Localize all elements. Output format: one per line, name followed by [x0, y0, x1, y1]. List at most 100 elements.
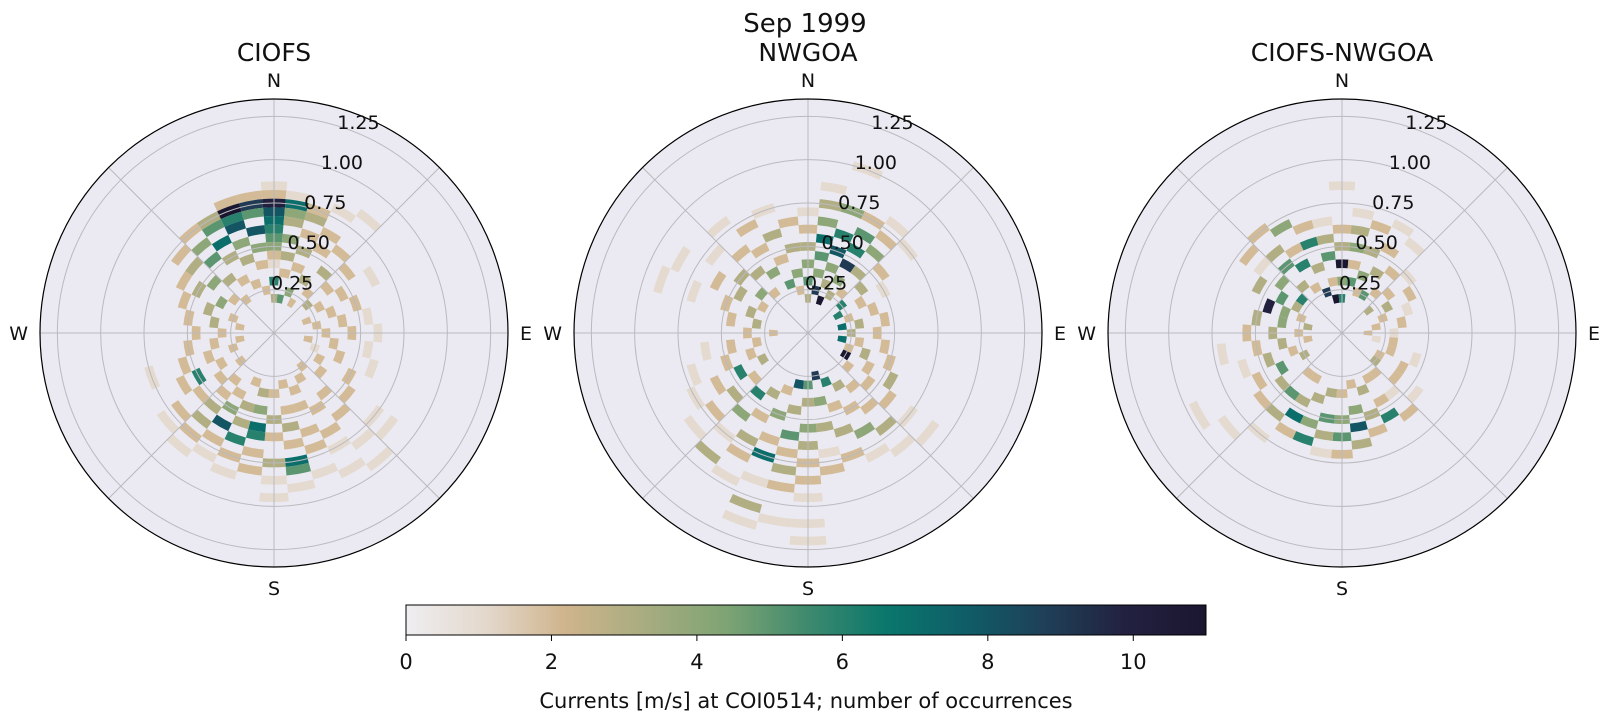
direction-label-w: W [1077, 323, 1096, 345]
histogram-bin [1284, 242, 1304, 259]
histogram-bin [1311, 216, 1333, 229]
histogram-bin [709, 270, 727, 291]
histogram-bin [1399, 403, 1419, 422]
histogram-bin [861, 360, 875, 376]
histogram-bin [192, 385, 210, 404]
histogram-bin [361, 307, 374, 326]
histogram-bin [254, 259, 269, 271]
histogram-bin [686, 363, 702, 387]
histogram-bin [287, 479, 316, 493]
histogram-bin [814, 250, 830, 262]
histogram-bin [824, 261, 840, 275]
histogram-bin [299, 228, 320, 243]
histogram-bin [285, 190, 312, 204]
angular-gridline [642, 332, 809, 499]
histogram-bin [1362, 372, 1375, 385]
colorbar-tick-label: 0 [399, 650, 412, 674]
angular-gridline [108, 332, 275, 499]
histogram-bin [694, 440, 722, 465]
histogram-bin [332, 349, 346, 365]
histogram-bin [875, 415, 897, 436]
histogram-bin [775, 446, 798, 459]
histogram-bin [780, 384, 794, 396]
histogram-bin [331, 244, 351, 263]
histogram-bin [206, 274, 222, 291]
colorbar-label: Currents [m/s] at COI0514; number of occ… [539, 689, 1072, 713]
histogram-bin [854, 337, 865, 348]
histogram-bin [683, 415, 707, 441]
histogram-bin [1400, 301, 1414, 317]
direction-label-e: E [1054, 323, 1066, 345]
histogram-bin [729, 494, 763, 513]
histogram-bin [756, 353, 769, 366]
histogram-bin [231, 386, 247, 400]
histogram-bin [735, 219, 759, 238]
histogram-bin [185, 256, 204, 276]
histogram-bin [304, 439, 328, 455]
histogram-bin [338, 262, 356, 281]
histogram-bin [1253, 256, 1272, 276]
histogram-bin [215, 295, 228, 310]
histogram-bin [236, 274, 251, 287]
histogram-bin [866, 301, 880, 317]
radial-tick-label: 0.50 [288, 232, 330, 254]
histogram-bin [1316, 233, 1335, 246]
histogram-bin [1356, 384, 1370, 396]
histogram-bin [815, 420, 834, 433]
colorbar-tick-label: 2 [545, 650, 558, 674]
histogram-bin [156, 410, 180, 435]
histogram-bin [280, 250, 296, 262]
polar-frame [1107, 98, 1577, 568]
direction-label-s: S [268, 578, 280, 600]
histogram-bin [770, 462, 797, 476]
histogram-bin [831, 274, 846, 287]
histogram-bin [1251, 371, 1268, 391]
figure-suptitle: Sep 1999 [743, 9, 866, 39]
histogram-bin [191, 237, 212, 257]
histogram-bin [1279, 305, 1291, 319]
histogram-bin [245, 225, 266, 237]
histogram-bin [311, 462, 339, 480]
histogram-bin [285, 462, 312, 476]
histogram-bin [334, 285, 349, 302]
histogram-bin [1380, 242, 1400, 259]
histogram-bin [316, 385, 333, 401]
histogram-bin [1284, 407, 1304, 424]
histogram-bin [236, 462, 263, 476]
histogram-bin [1216, 343, 1229, 366]
histogram-bin [213, 370, 229, 386]
histogram-bin [750, 242, 770, 259]
histogram-bin [312, 242, 332, 259]
histogram-bin [890, 434, 916, 458]
histogram-bin [815, 295, 825, 306]
histogram-bin [281, 420, 300, 433]
histogram-bin [202, 349, 216, 365]
histogram-bin [284, 207, 307, 220]
histogram-bin [1380, 407, 1400, 424]
histogram-bin [882, 371, 899, 391]
histogram-bin [283, 216, 305, 229]
histogram-bin [706, 215, 731, 239]
histogram-bin [1292, 219, 1314, 235]
angular-gridline [642, 167, 809, 334]
histogram-bin [831, 379, 846, 392]
histogram-bin [286, 297, 297, 309]
radial-tick-label: 1.25 [1405, 112, 1447, 134]
histogram-bin [1347, 259, 1362, 271]
histogram-bin [1408, 352, 1422, 368]
radial-tick-label: 0.25 [805, 272, 847, 294]
histogram-bin [854, 318, 865, 329]
histogram-bin [1381, 300, 1394, 313]
histogram-bin [1351, 437, 1373, 450]
histogram-bin [813, 395, 828, 407]
histogram-bin [1387, 370, 1403, 386]
histogram-bin [875, 230, 897, 251]
histogram-bin [175, 270, 193, 291]
histogram-bin [765, 386, 781, 400]
histogram-bin [316, 265, 333, 281]
colorbar-tick-label: 8 [981, 650, 994, 674]
histogram-bin [820, 278, 832, 290]
histogram-bin [853, 421, 876, 440]
histogram-bin [336, 313, 348, 328]
histogram-bin [1352, 207, 1375, 220]
